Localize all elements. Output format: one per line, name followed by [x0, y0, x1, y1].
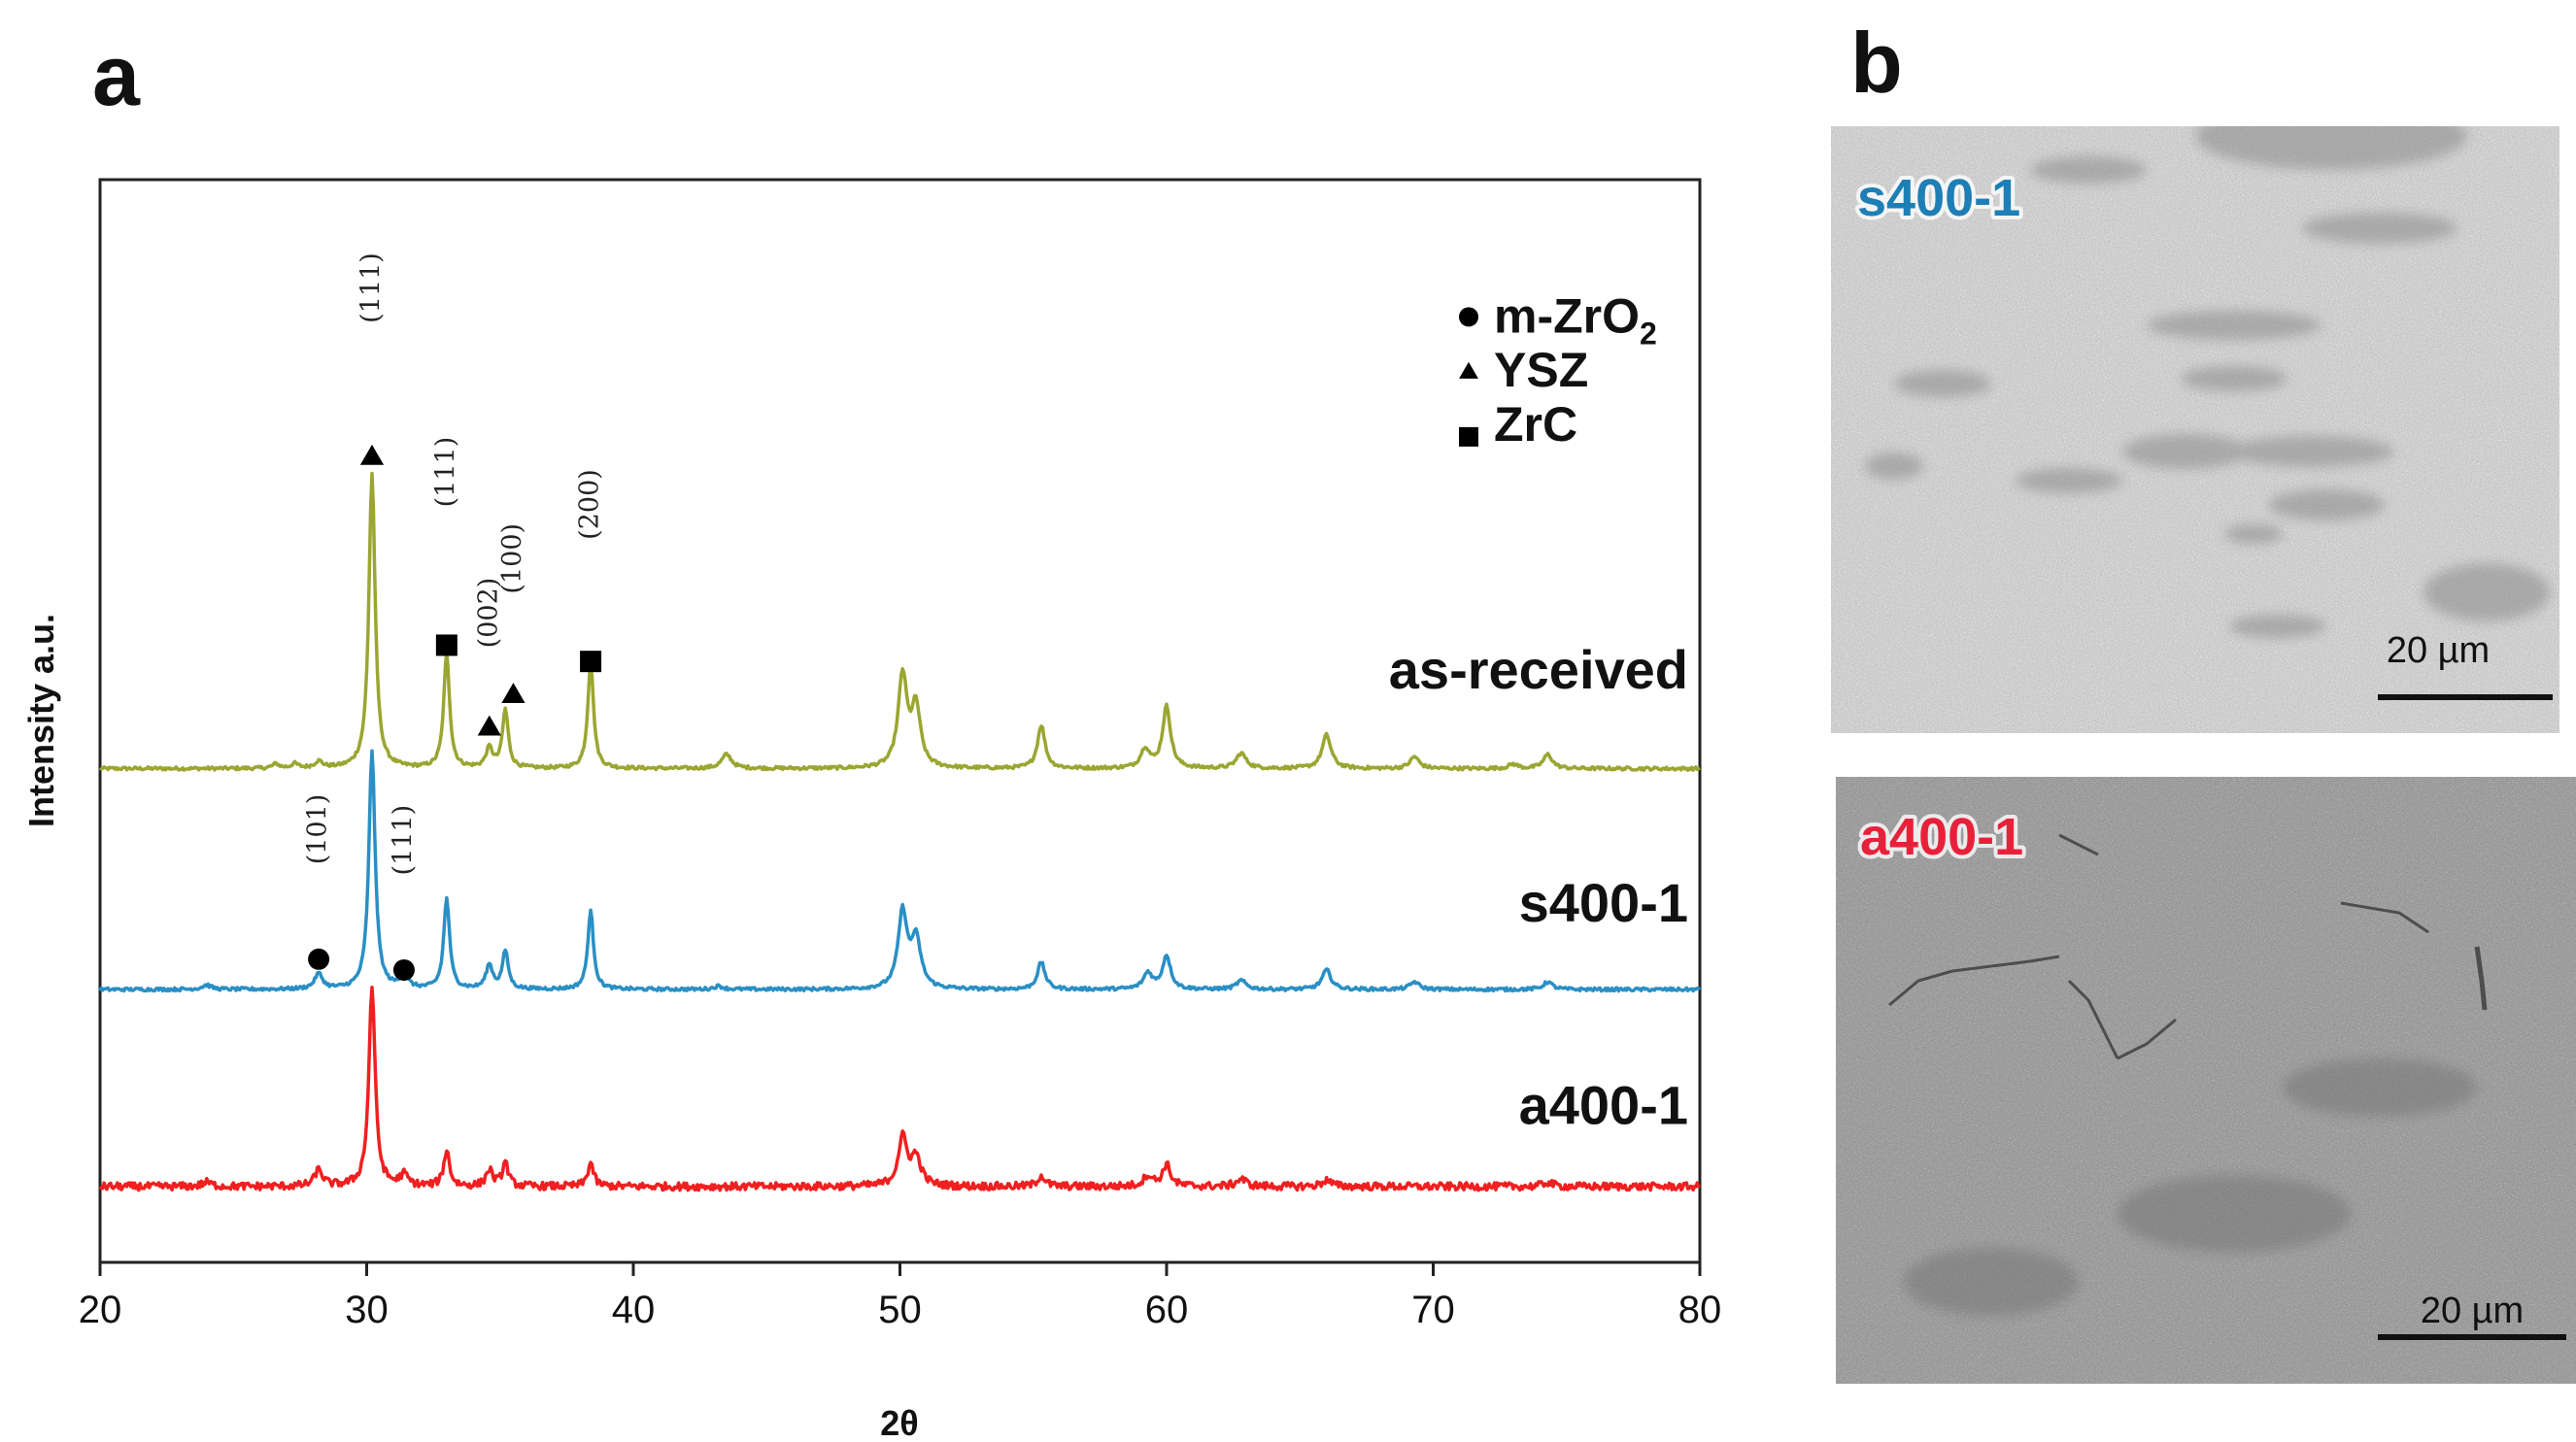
x-tick-label: 70 [1411, 1289, 1455, 1331]
sem-image-a400-1: a400-1 a400-1 20 µm [1836, 777, 2576, 1384]
triangle-marker [1459, 361, 1478, 379]
square-marker [1459, 426, 1478, 447]
square-marker [580, 651, 602, 673]
sem-label-a400-1: a400-1 [1860, 808, 2023, 866]
sem-surface-features [1865, 126, 2550, 638]
peak-label: (101) [303, 794, 333, 865]
peak-label: (200) [575, 469, 605, 540]
sem-surface-shading [1904, 1058, 2477, 1316]
peak-label: (111) [430, 437, 460, 508]
legend-subscript: 2 [1640, 316, 1657, 351]
series-label-as-received: as-received [1389, 639, 1688, 700]
series-line-s400-1 [98, 749, 1702, 993]
triangle-marker [359, 444, 385, 465]
square-marker [435, 634, 458, 656]
scale-bar-label: 20 µm [2387, 630, 2490, 671]
sem-label-halo: s400-1 [1857, 169, 2020, 227]
sem-cracks [1888, 833, 2488, 1060]
series-label-s400-1: s400-1 [1519, 872, 1688, 933]
peak-label: (111) [388, 805, 418, 876]
x-ticks: 20 30 40 50 60 70 80 [79, 1262, 1722, 1331]
sem-image-s400-1: s400-1 s400-1 20 µm [1831, 126, 2559, 733]
triangle-marker [501, 683, 525, 704]
xrd-chart: 20 30 40 50 60 70 80 (111) (111) (002)(100) (200)… [21, 178, 1722, 1442]
triangle-marker [477, 715, 501, 736]
panel-letter-b: b [1850, 15, 1903, 111]
peak-annotations: (111) (111) (002)(100) (200) (101) (111) [303, 252, 605, 981]
series-line-a400-1 [98, 986, 1701, 1192]
peak-label: (111) [356, 252, 386, 323]
sem-label-halo: a400-1 [1860, 808, 2023, 866]
x-tick-label: 60 [1145, 1289, 1189, 1331]
x-tick-label: 40 [612, 1289, 656, 1331]
series-labels: as-received s400-1 a400-1 [1389, 639, 1688, 1135]
x-tick-label: 30 [345, 1289, 389, 1331]
legend-label: m-ZrO2 [1494, 288, 1657, 351]
x-tick-label: 50 [878, 1289, 922, 1331]
series-label-a400-1: a400-1 [1519, 1074, 1688, 1135]
circle-marker [308, 948, 330, 970]
peak-label: (100) [497, 523, 527, 594]
circle-marker [392, 958, 415, 981]
legend-label: YSZ [1494, 343, 1588, 397]
series-lines [98, 471, 1702, 1192]
circle-marker [1459, 307, 1478, 327]
x-axis-label: 2θ [880, 1403, 918, 1442]
legend-label: ZrC [1494, 397, 1577, 452]
scale-bar-label: 20 µm [2421, 1291, 2524, 1331]
sem-label-s400-1: s400-1 [1857, 169, 2020, 227]
x-tick-label: 20 [79, 1289, 122, 1331]
peak-label: (002) [473, 578, 503, 649]
y-axis-label: Intensity a.u. [21, 614, 61, 827]
panel-letter-a: a [92, 27, 141, 123]
series-line-as-received [98, 471, 1701, 772]
plot-frame [98, 178, 1702, 1264]
x-tick-label: 80 [1678, 1289, 1722, 1331]
